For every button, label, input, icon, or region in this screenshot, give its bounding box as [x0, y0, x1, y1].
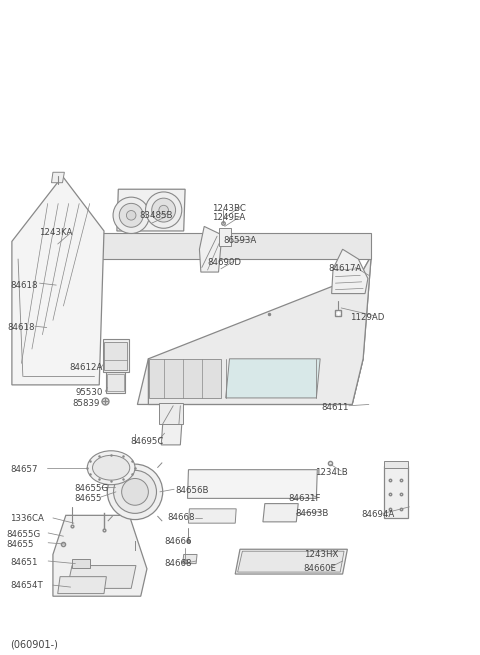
Polygon shape: [12, 176, 104, 385]
Circle shape: [119, 203, 143, 227]
Text: 84660E: 84660E: [303, 565, 336, 573]
Circle shape: [113, 197, 149, 233]
Polygon shape: [51, 172, 64, 183]
Text: 84655G: 84655G: [74, 484, 108, 493]
Polygon shape: [384, 466, 408, 518]
Circle shape: [108, 464, 163, 519]
Polygon shape: [218, 229, 231, 246]
Text: 84655G: 84655G: [6, 530, 40, 539]
Polygon shape: [188, 470, 317, 498]
Polygon shape: [226, 359, 320, 398]
Text: 84690D: 84690D: [207, 258, 241, 267]
Text: 1129AD: 1129AD: [350, 313, 384, 322]
Polygon shape: [103, 339, 129, 372]
Circle shape: [159, 205, 168, 215]
Polygon shape: [148, 255, 371, 404]
Polygon shape: [67, 565, 136, 588]
Polygon shape: [332, 250, 368, 293]
Text: 84695C: 84695C: [130, 437, 164, 446]
Polygon shape: [107, 372, 124, 393]
Ellipse shape: [93, 455, 130, 480]
Polygon shape: [235, 550, 348, 574]
Polygon shape: [352, 255, 371, 404]
Text: 84654T: 84654T: [10, 580, 43, 590]
Text: 84611: 84611: [321, 403, 348, 411]
Polygon shape: [149, 359, 221, 398]
Polygon shape: [58, 576, 107, 593]
Text: 84631F: 84631F: [288, 494, 321, 503]
Text: 85839: 85839: [72, 399, 99, 407]
Polygon shape: [161, 424, 182, 445]
Polygon shape: [75, 233, 371, 259]
Polygon shape: [105, 342, 127, 370]
Text: 84668: 84668: [165, 559, 192, 568]
Text: 84617A: 84617A: [328, 265, 361, 273]
Text: 84655: 84655: [74, 494, 101, 503]
Polygon shape: [189, 509, 236, 523]
Polygon shape: [159, 403, 183, 424]
Polygon shape: [263, 504, 298, 522]
Circle shape: [152, 198, 176, 222]
Text: 86593A: 86593A: [223, 236, 256, 244]
Circle shape: [126, 210, 136, 220]
Text: 84618: 84618: [7, 323, 35, 332]
Text: 84651: 84651: [10, 558, 37, 567]
Text: 1243KA: 1243KA: [38, 229, 72, 237]
Polygon shape: [72, 559, 90, 567]
Text: 1243HX: 1243HX: [304, 550, 339, 559]
Polygon shape: [199, 227, 222, 272]
Text: 84668: 84668: [168, 514, 195, 523]
Text: 95530: 95530: [75, 388, 103, 397]
Polygon shape: [183, 555, 197, 563]
Text: 84612A: 84612A: [69, 364, 103, 373]
Circle shape: [121, 478, 148, 505]
Ellipse shape: [87, 451, 135, 485]
Text: 84666: 84666: [165, 537, 192, 546]
Text: 1249EA: 1249EA: [212, 214, 246, 223]
Polygon shape: [53, 515, 147, 596]
Text: 1336CA: 1336CA: [10, 514, 44, 523]
Text: 83485B: 83485B: [140, 211, 173, 220]
Text: 84657: 84657: [10, 464, 37, 474]
Text: 1234LB: 1234LB: [315, 468, 348, 477]
Polygon shape: [63, 233, 75, 359]
Polygon shape: [137, 359, 363, 404]
Text: 1243BC: 1243BC: [212, 204, 246, 214]
Text: 84694A: 84694A: [362, 510, 395, 519]
Text: (060901-): (060901-): [10, 639, 58, 649]
Circle shape: [145, 192, 182, 228]
Text: 84656B: 84656B: [176, 486, 209, 495]
Polygon shape: [238, 552, 344, 572]
Polygon shape: [108, 375, 123, 392]
Text: 84618: 84618: [10, 280, 37, 290]
Polygon shape: [384, 461, 408, 468]
Polygon shape: [117, 189, 185, 231]
Text: 84655: 84655: [6, 540, 34, 548]
Text: 84693B: 84693B: [295, 509, 328, 518]
Circle shape: [114, 470, 156, 514]
